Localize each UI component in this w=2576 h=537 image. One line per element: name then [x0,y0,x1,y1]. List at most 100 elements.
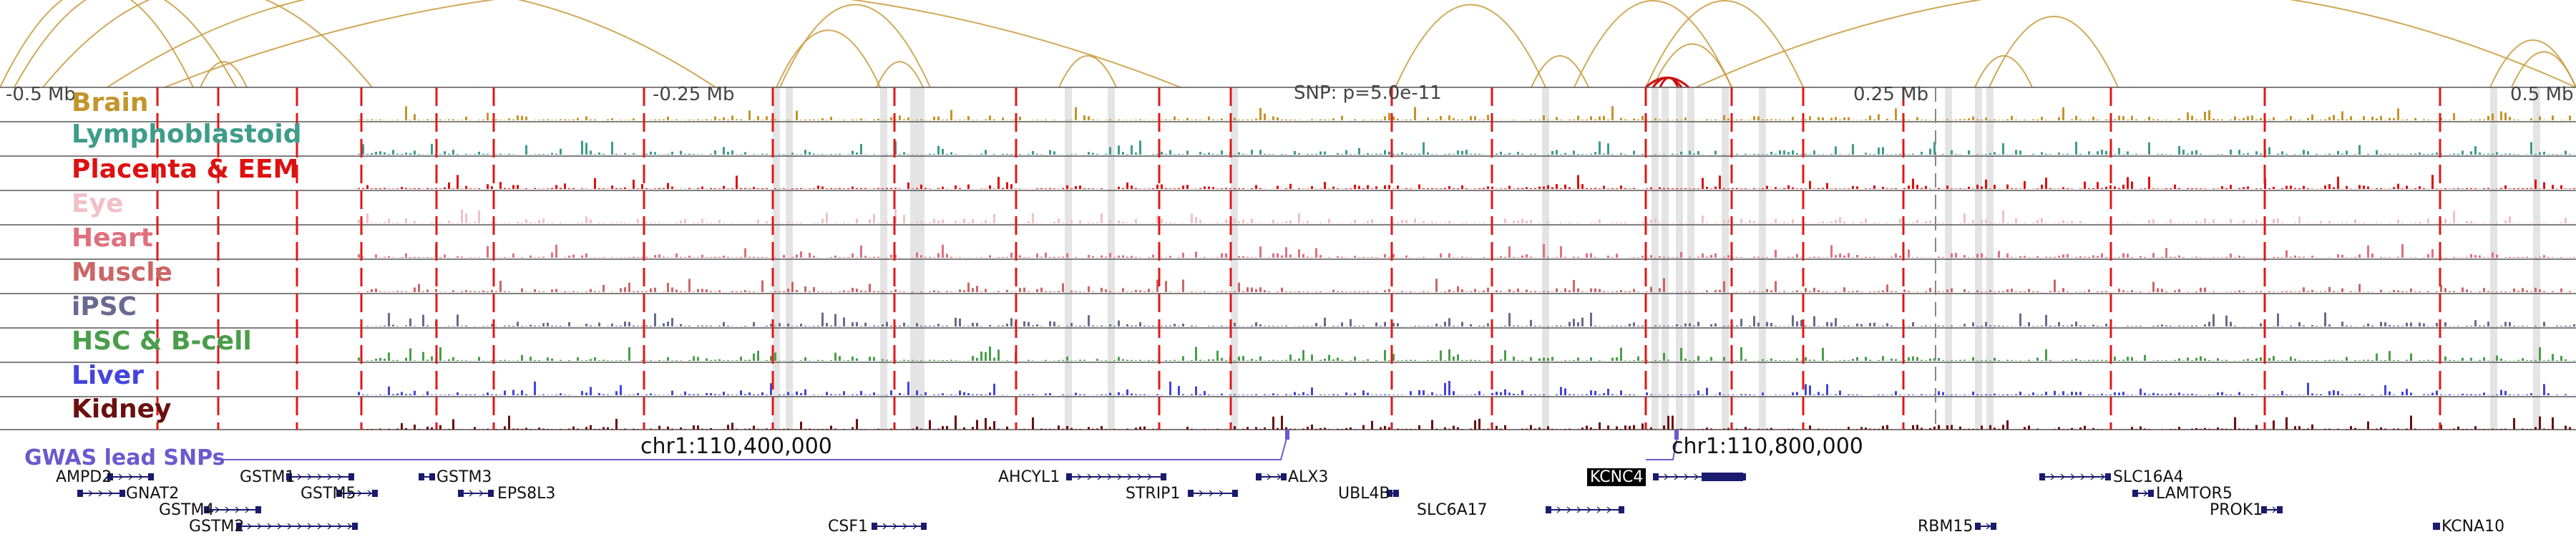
strand-arrow [2272,506,2277,513]
interaction-arcs [0,0,2576,89]
gene-gstm2[interactable]: GSTM2 [189,518,245,536]
gene-exon [236,523,242,530]
gene-exon [1393,490,1399,497]
track-label-lymphoblastoid: Lymphoblastoid [72,120,302,149]
gene-prok1[interactable]: PROK1 [2210,501,2263,519]
strand-arrow [1596,506,1601,513]
strand-arrow [912,523,917,530]
strand-arrow [247,523,252,530]
strand-arrow [88,490,93,497]
scale-left-label: -0.5 Mb [6,84,76,105]
gene-gstm5[interactable]: GSTM5 [301,485,356,503]
gene-exon [419,473,424,480]
strand-arrow [2090,473,2095,480]
strand-arrow [357,490,362,497]
strand-arrow [1674,473,1679,480]
highlight-column [1975,87,1982,430]
gene-lamtor5[interactable]: LAMTOR5 [2156,485,2233,503]
gene-slc6a17[interactable]: SLC6A17 [1417,501,1488,519]
signal-track-5 [0,278,2576,292]
strand-arrow [118,473,123,480]
gene-gstm3[interactable]: GSTM3 [436,468,492,486]
gene-strip1[interactable]: STRIP1 [1126,485,1181,503]
scale-right-mid-label: 0.25 Mb [1853,84,1929,105]
interaction-arc [1695,0,2576,88]
gene-exon [1546,506,1551,513]
strand-arrow [297,523,302,530]
gene-exon [1991,523,1996,530]
strand-arrow [1107,473,1112,480]
gwas-link [215,432,1289,460]
strand-arrow [1576,506,1581,513]
highlight-column [786,87,793,430]
gene-ampd2[interactable]: AMPD2 [56,468,112,486]
strand-arrow [1199,490,1204,497]
interaction-arc [164,0,1181,88]
strand-arrow [317,473,322,480]
strand-arrow [479,490,484,497]
interaction-arc [1989,16,2119,88]
strand-arrow [1117,473,1122,480]
highlight-column [917,87,924,430]
strand-arrow [892,523,897,530]
gene-slc16a4[interactable]: SLC16A4 [2113,468,2184,486]
focus-interaction-arc [1659,77,1679,88]
gene-ubl4b[interactable]: UBL4B [1338,485,1390,503]
coord-left-label: chr1:110,400,000 [640,434,832,459]
track-label-heart: Heart [72,223,153,253]
snp-pvalue-label: SNP: p=5.0e-11 [1294,82,1442,104]
gene-exon [2261,506,2267,513]
gene-gnat2[interactable]: GNAT2 [126,485,180,503]
strand-arrow [245,506,250,513]
signal-track-4 [0,243,2576,258]
strand-arrow [327,473,332,480]
interaction-arc [1645,0,1804,88]
gene-gstm1[interactable]: GSTM1 [240,468,296,486]
strand-arrow [1209,490,1214,497]
gene-exon [204,506,210,513]
strand-arrow [1277,473,1282,480]
strand-arrow [267,523,272,530]
track-label-placenta: Placenta & EEM [72,155,299,184]
gene-exon [352,523,358,530]
highlight-column [1108,87,1115,430]
strand-arrow [2070,473,2075,480]
gene-rbm15[interactable]: RBM15 [1918,518,1974,536]
interaction-arc [1531,55,1589,88]
highlight-column [1986,87,1994,430]
gene-kcna10[interactable]: KCNA10 [2441,518,2505,536]
strand-arrow [1077,473,1082,480]
gene-kcnc4[interactable]: KCNC4 [1587,468,1646,486]
gene-exon [1653,473,1659,480]
gene-exon [119,490,125,497]
strand-arrow [1586,506,1591,513]
gene-exon [336,490,342,497]
strand-arrow [1556,506,1561,513]
gwas-snp-mark [1285,430,1289,440]
strand-arrow [138,473,143,480]
gene-exon [148,473,154,480]
gene-ahcyl1[interactable]: AHCYL1 [998,468,1060,486]
gene-exon [1387,490,1392,497]
highlight-column [2533,87,2540,430]
track-label-ipsc: iPSC [72,292,137,321]
gene-exon [872,523,877,530]
gene-alx3[interactable]: ALX3 [1288,468,1329,486]
interaction-arc [14,0,237,88]
gene-exon [921,523,927,530]
gene-eps8l3[interactable]: EPS8L3 [497,485,556,503]
highlight-column [773,87,780,430]
strand-arrow [902,523,907,530]
strand-arrow [297,473,302,480]
interaction-arc [107,0,716,88]
signal-track-3 [0,209,2576,223]
highlight-column [1759,87,1766,430]
interaction-arc [42,0,373,88]
strand-arrow [1694,473,1699,480]
gene-gstm4[interactable]: GSTM4 [159,501,215,519]
gene-exon [2434,523,2440,530]
signal-track-7 [0,347,2576,361]
gene-exon [2105,473,2111,480]
gene-csf1[interactable]: CSF1 [828,518,868,536]
